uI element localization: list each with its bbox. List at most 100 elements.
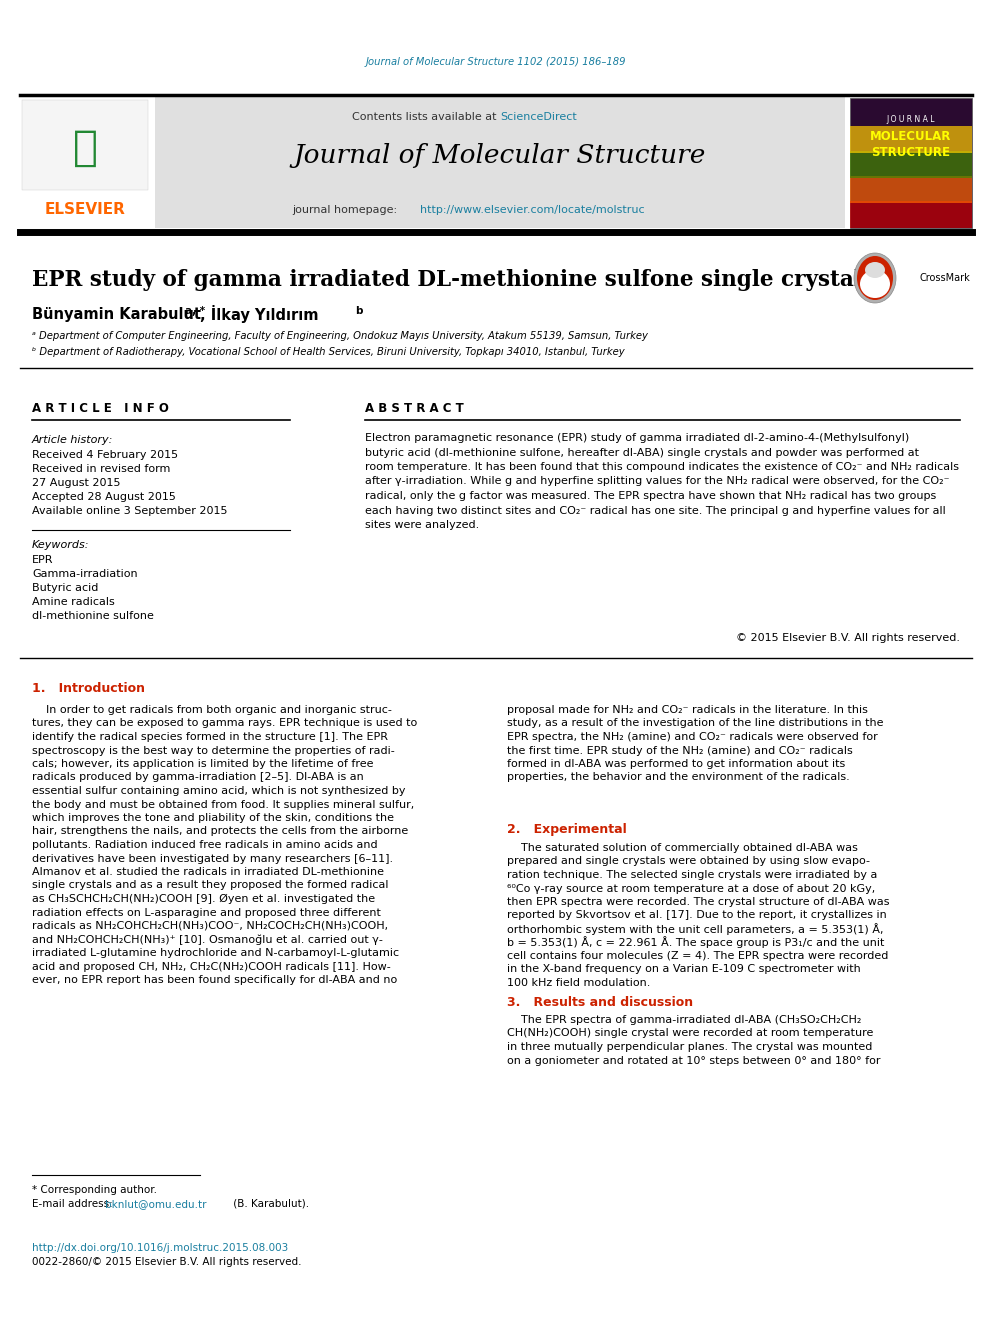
Text: ever, no EPR report has been found specifically for dl-ABA and no: ever, no EPR report has been found speci… [32, 975, 397, 986]
Bar [155, 97, 845, 228]
Text: the first time. EPR study of the NH₂ (amine) and CO₂⁻ radicals: the first time. EPR study of the NH₂ (am… [507, 745, 853, 755]
Text: properties, the behavior and the environment of the radicals.: properties, the behavior and the environ… [507, 773, 850, 782]
Text: MOLECULAR: MOLECULAR [870, 130, 951, 143]
Bar [850, 201, 972, 228]
Text: radicals produced by gamma-irradiation [2–5]. Dl-ABA is an: radicals produced by gamma-irradiation [… [32, 773, 364, 782]
Text: 2.   Experimental: 2. Experimental [507, 823, 627, 836]
Text: bknlut@omu.edu.tr: bknlut@omu.edu.tr [105, 1199, 206, 1209]
Text: radiation effects on L-asparagine and proposed three different: radiation effects on L-asparagine and pr… [32, 908, 381, 917]
Text: sites were analyzed.: sites were analyzed. [365, 520, 479, 531]
Ellipse shape [857, 255, 893, 300]
Bar [850, 151, 972, 179]
Text: 1.   Introduction: 1. Introduction [32, 683, 145, 696]
Text: essential sulfur containing amino acid, which is not synthesized by: essential sulfur containing amino acid, … [32, 786, 406, 796]
Text: Available online 3 September 2015: Available online 3 September 2015 [32, 505, 227, 516]
Text: STRUCTURE: STRUCTURE [872, 146, 950, 159]
Text: radicals as NH₂COHCH₂CH(NH₃)COO⁻, NH₂COCH₂CH(NH₃)COOH,: radicals as NH₂COHCH₂CH(NH₃)COO⁻, NH₂COC… [32, 921, 388, 931]
Text: prepared and single crystals were obtained by using slow evapo-: prepared and single crystals were obtain… [507, 856, 870, 867]
Text: Bünyamin Karabulut: Bünyamin Karabulut [32, 307, 206, 321]
Text: Journal of Molecular Structure 1102 (2015) 186–189: Journal of Molecular Structure 1102 (201… [366, 57, 626, 67]
Text: Article history:: Article history: [32, 435, 113, 445]
Text: In order to get radicals from both organic and inorganic struc-: In order to get radicals from both organ… [32, 705, 392, 714]
Text: Keywords:: Keywords: [32, 540, 89, 550]
Text: EPR: EPR [32, 556, 54, 565]
Text: Received in revised form: Received in revised form [32, 464, 171, 474]
Text: as CH₃SCHCH₂CH(NH₂)COOH [9]. Øyen et al. investigated the: as CH₃SCHCH₂CH(NH₂)COOH [9]. Øyen et al.… [32, 894, 375, 904]
Text: b: b [355, 306, 362, 316]
Bar [20, 101, 150, 220]
Text: on a goniometer and rotated at 10° steps between 0° and 180° for: on a goniometer and rotated at 10° steps… [507, 1056, 881, 1065]
Text: proposal made for NH₂ and CO₂⁻ radicals in the literature. In this: proposal made for NH₂ and CO₂⁻ radicals … [507, 705, 868, 714]
Bar [850, 176, 972, 202]
Text: then EPR spectra were recorded. The crystal structure of dl-ABA was: then EPR spectra were recorded. The crys… [507, 897, 890, 908]
Text: in the X-band frequency on a Varian E-109 C spectrometer with: in the X-band frequency on a Varian E-10… [507, 964, 861, 975]
Text: 🌿: 🌿 [72, 127, 97, 169]
Text: each having two distinct sites and CO₂⁻ radical has one site. The principal g an: each having two distinct sites and CO₂⁻ … [365, 505, 945, 516]
Text: 0022-2860/© 2015 Elsevier B.V. All rights reserved.: 0022-2860/© 2015 Elsevier B.V. All right… [32, 1257, 302, 1267]
Text: b = 5.353(1) Å, c = 22.961 Å. The space group is P3₁/c and the unit: b = 5.353(1) Å, c = 22.961 Å. The space … [507, 937, 885, 949]
Text: cals; however, its application is limited by the lifetime of free: cals; however, its application is limite… [32, 759, 374, 769]
Text: Electron paramagnetic resonance (EPR) study of gamma irradiated dl-2-amino-4-(Me: Electron paramagnetic resonance (EPR) st… [365, 433, 910, 443]
Text: Received 4 February 2015: Received 4 February 2015 [32, 450, 179, 460]
Text: journal homepage:: journal homepage: [292, 205, 401, 216]
Ellipse shape [865, 262, 885, 278]
Text: E-mail address:: E-mail address: [32, 1199, 116, 1209]
Text: ⁶⁰Co γ-ray source at room temperature at a dose of about 20 kGy,: ⁶⁰Co γ-ray source at room temperature at… [507, 884, 875, 893]
Text: J O U R N A L: J O U R N A L [887, 115, 935, 124]
Text: CH(NH₂)COOH) single crystal were recorded at room temperature: CH(NH₂)COOH) single crystal were recorde… [507, 1028, 873, 1039]
Ellipse shape [854, 253, 896, 303]
Text: in three mutually perpendicular planes. The crystal was mounted: in three mutually perpendicular planes. … [507, 1043, 872, 1052]
Text: 27 August 2015: 27 August 2015 [32, 478, 120, 488]
Text: and NH₂COHCH₂CH(NH₃)⁺ [10]. Osmanoğlu et al. carried out γ-: and NH₂COHCH₂CH(NH₃)⁺ [10]. Osmanoğlu e… [32, 934, 383, 945]
Text: Contents lists available at: Contents lists available at [352, 112, 500, 122]
Text: hair, strengthens the nails, and protects the cells from the airborne: hair, strengthens the nails, and protect… [32, 827, 409, 836]
Text: the body and must be obtained from food. It supplies mineral sulfur,: the body and must be obtained from food.… [32, 799, 415, 810]
Text: room temperature. It has been found that this compound indicates the existence o: room temperature. It has been found that… [365, 462, 959, 472]
Text: Amine radicals: Amine radicals [32, 597, 115, 607]
Text: butyric acid (dl-methionine sulfone, hereafter dl-ABA) single crystals and powde: butyric acid (dl-methionine sulfone, her… [365, 447, 919, 458]
Text: 100 kHz field modulation.: 100 kHz field modulation. [507, 978, 651, 988]
Text: derivatives have been investigated by many researchers [6–11].: derivatives have been investigated by ma… [32, 853, 393, 864]
Text: 3.   Results and discussion: 3. Results and discussion [507, 995, 693, 1008]
Text: ᵇ Department of Radiotherapy, Vocational School of Health Services, Biruni Unive: ᵇ Department of Radiotherapy, Vocational… [32, 347, 625, 357]
Text: cell contains four molecules (Z = 4). The EPR spectra were recorded: cell contains four molecules (Z = 4). Th… [507, 951, 889, 960]
Text: which improves the tone and pliability of the skin, conditions the: which improves the tone and pliability o… [32, 814, 394, 823]
Text: ration technique. The selected single crystals were irradiated by a: ration technique. The selected single cr… [507, 871, 877, 880]
Text: http://www.elsevier.com/locate/molstruc: http://www.elsevier.com/locate/molstruc [420, 205, 645, 216]
Text: a, *: a, * [185, 306, 205, 316]
Text: acid and proposed CH, NH₂, CH₂C(NH₂)COOH radicals [11]. How-: acid and proposed CH, NH₂, CH₂C(NH₂)COOH… [32, 962, 391, 971]
Text: Almanov et al. studied the radicals in irradiated DL-methionine: Almanov et al. studied the radicals in i… [32, 867, 384, 877]
Text: A B S T R A C T: A B S T R A C T [365, 401, 463, 414]
Text: EPR spectra, the NH₂ (amine) and CO₂⁻ radicals were observed for: EPR spectra, the NH₂ (amine) and CO₂⁻ ra… [507, 732, 878, 742]
Text: , İlkay Yıldırım: , İlkay Yıldırım [200, 306, 323, 323]
Text: Accepted 28 August 2015: Accepted 28 August 2015 [32, 492, 176, 501]
Text: tures, they can be exposed to gamma rays. EPR technique is used to: tures, they can be exposed to gamma rays… [32, 718, 418, 729]
Text: dl-methionine sulfone: dl-methionine sulfone [32, 611, 154, 620]
Text: A R T I C L E   I N F O: A R T I C L E I N F O [32, 401, 169, 414]
Text: pollutants. Radiation induced free radicals in amino acids and: pollutants. Radiation induced free radic… [32, 840, 378, 849]
Text: CrossMark: CrossMark [920, 273, 971, 283]
Text: Journal of Molecular Structure: Journal of Molecular Structure [294, 143, 706, 168]
Text: reported by Skvortsov et al. [17]. Due to the report, it crystallizes in: reported by Skvortsov et al. [17]. Due t… [507, 910, 887, 921]
Bar [850, 126, 972, 153]
Text: single crystals and as a result they proposed the formed radical: single crystals and as a result they pro… [32, 881, 389, 890]
Text: after γ-irradiation. While g and hyperfine splitting values for the NH₂ radical : after γ-irradiation. While g and hyperfi… [365, 476, 949, 487]
Text: ScienceDirect: ScienceDirect [500, 112, 576, 122]
Text: radical, only the g factor was measured. The EPR spectra have shown that NH₂ rad: radical, only the g factor was measured.… [365, 491, 936, 501]
Text: (B. Karabulut).: (B. Karabulut). [230, 1199, 310, 1209]
Text: orthorhombic system with the unit cell parameters, a = 5.353(1) Å,: orthorhombic system with the unit cell p… [507, 923, 884, 935]
Text: © 2015 Elsevier B.V. All rights reserved.: © 2015 Elsevier B.V. All rights reserved… [736, 632, 960, 643]
Text: identify the radical species formed in the structure [1]. The EPR: identify the radical species formed in t… [32, 732, 388, 742]
Text: irradiated L-glutamine hydrochloride and N-carbamoyl-L-glutamic: irradiated L-glutamine hydrochloride and… [32, 949, 399, 958]
Text: EPR study of gamma irradiated DL-methionine sulfone single crystals: EPR study of gamma irradiated DL-methion… [32, 269, 874, 291]
Text: formed in dl-ABA was performed to get information about its: formed in dl-ABA was performed to get in… [507, 759, 845, 769]
Bar [22, 101, 148, 191]
Ellipse shape [860, 270, 890, 298]
Bar [850, 98, 972, 228]
Text: ᵃ Department of Computer Engineering, Faculty of Engineering, Ondokuz Mayıs Univ: ᵃ Department of Computer Engineering, Fa… [32, 331, 648, 341]
Text: study, as a result of the investigation of the line distributions in the: study, as a result of the investigation … [507, 718, 884, 729]
Text: * Corresponding author.: * Corresponding author. [32, 1185, 157, 1195]
Text: The saturated solution of commercially obtained dl-ABA was: The saturated solution of commercially o… [507, 843, 858, 853]
Text: Gamma-irradiation: Gamma-irradiation [32, 569, 138, 579]
Text: ELSEVIER: ELSEVIER [45, 202, 125, 217]
